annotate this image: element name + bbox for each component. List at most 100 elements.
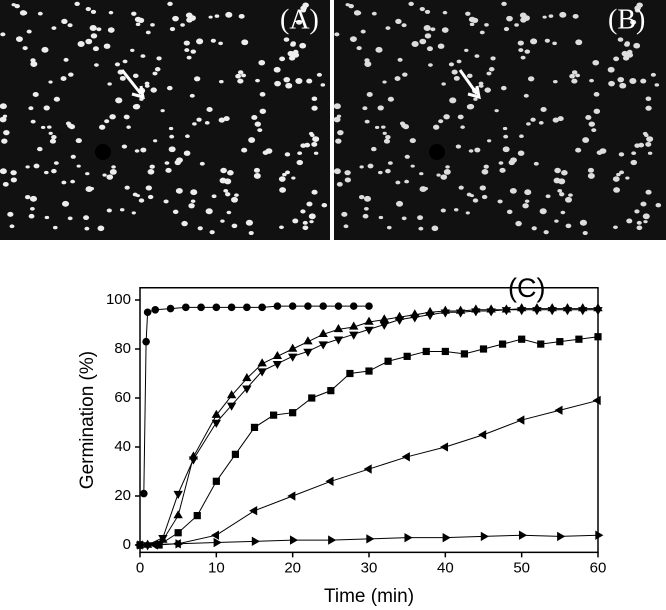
spore	[591, 128, 597, 133]
spore	[497, 199, 503, 204]
x-tick-label: 50	[513, 559, 530, 576]
data-point	[250, 423, 259, 431]
spore	[257, 128, 263, 133]
spore	[478, 81, 484, 86]
spore	[83, 215, 90, 221]
spore	[445, 165, 450, 169]
data-point	[440, 309, 451, 318]
data-point	[595, 530, 604, 540]
spore	[255, 78, 260, 83]
spore	[108, 10, 114, 15]
spore	[208, 15, 213, 19]
spore	[453, 208, 459, 212]
spore	[259, 108, 267, 114]
spore	[311, 105, 318, 111]
spore	[300, 143, 307, 148]
spore	[474, 147, 481, 153]
spore	[467, 103, 475, 110]
spore	[296, 159, 304, 166]
spore	[527, 76, 535, 82]
spore	[134, 149, 140, 153]
spore	[196, 38, 204, 45]
y-tick-label: 40	[114, 438, 131, 455]
data-point	[557, 531, 566, 542]
spore	[274, 80, 281, 87]
spore	[524, 49, 531, 54]
spore	[165, 167, 172, 173]
spore	[366, 92, 373, 97]
data-point	[289, 535, 299, 545]
spore	[273, 66, 281, 73]
spore	[626, 49, 633, 55]
spore	[172, 15, 179, 22]
spore	[432, 124, 440, 130]
data-point	[501, 307, 512, 316]
spore	[52, 225, 58, 230]
spore	[63, 57, 69, 62]
data-point	[518, 530, 528, 540]
spore	[436, 173, 441, 177]
spore	[121, 144, 128, 149]
spore	[53, 96, 61, 102]
spore	[348, 3, 354, 9]
spore	[109, 114, 116, 120]
spore	[104, 119, 110, 124]
spore	[28, 106, 34, 111]
spore	[333, 116, 341, 123]
spore	[410, 164, 415, 168]
spore	[254, 121, 261, 127]
spore	[625, 176, 630, 180]
spore	[582, 137, 590, 143]
spore	[408, 1, 414, 6]
spore	[185, 134, 190, 139]
spore	[76, 164, 81, 168]
data-point	[272, 350, 283, 360]
panel-label: (C)	[508, 273, 545, 303]
spore	[70, 179, 76, 184]
spore	[26, 29, 32, 34]
spore	[568, 193, 573, 197]
data-point	[319, 302, 328, 310]
spore	[235, 73, 242, 79]
data-point	[460, 350, 469, 358]
data-point	[498, 340, 507, 348]
spore	[442, 10, 448, 15]
spore	[569, 73, 576, 79]
x-tick-label: 60	[590, 559, 607, 576]
spore	[481, 169, 489, 175]
data-point	[480, 531, 489, 542]
data-point	[594, 333, 602, 341]
data-point	[318, 328, 328, 337]
spore	[102, 173, 107, 177]
spore	[193, 76, 201, 82]
spore	[381, 125, 386, 129]
spore	[499, 167, 506, 173]
series-line	[140, 399, 599, 546]
spore	[97, 225, 105, 232]
spore	[631, 151, 637, 156]
spore	[311, 141, 318, 147]
spore	[37, 11, 43, 16]
data-point	[151, 306, 160, 314]
spore	[636, 225, 643, 231]
spore	[288, 55, 296, 61]
spore	[571, 78, 578, 84]
data-point	[562, 307, 573, 316]
data-point	[273, 302, 282, 310]
spore	[192, 122, 197, 126]
spore	[613, 187, 621, 193]
spore	[629, 78, 637, 84]
spore	[67, 23, 73, 28]
spore	[163, 199, 169, 204]
spore	[385, 26, 391, 30]
spore	[424, 9, 431, 14]
spore	[226, 210, 232, 215]
x-tick-label: 10	[208, 559, 225, 576]
spore	[486, 71, 492, 76]
data-point	[349, 302, 358, 310]
spore	[642, 213, 650, 220]
spore	[140, 54, 146, 58]
data-point	[328, 535, 337, 545]
x-tick-label: 0	[136, 559, 144, 576]
spore	[68, 72, 74, 77]
